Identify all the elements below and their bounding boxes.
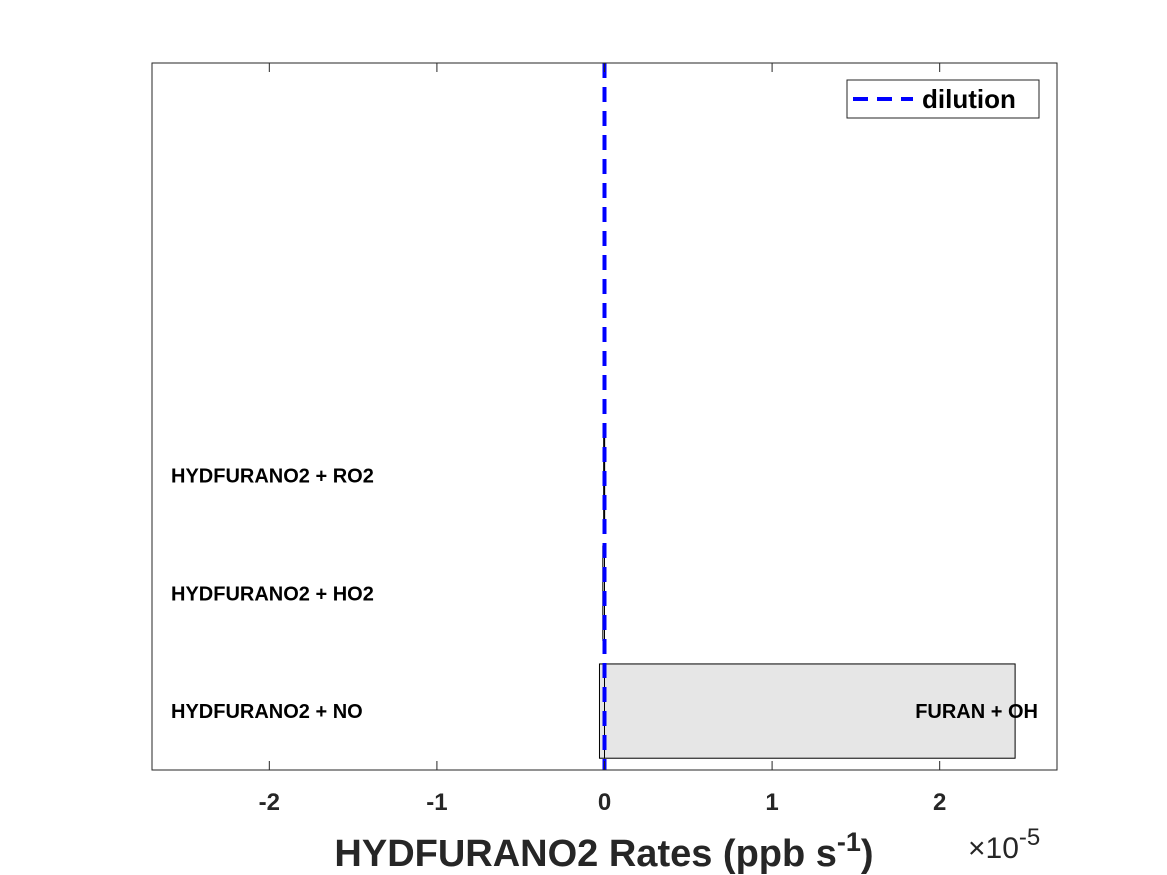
x-axis-title-main: HYDFURANO2 Rates (ppb s	[334, 833, 837, 875]
legend-label-dilution: dilution	[922, 84, 1016, 114]
x-scale-exponent: -5	[1019, 824, 1040, 851]
bar-label-4: HYDFURANO2 + RO2	[171, 465, 374, 487]
bars-layer	[598, 427, 1016, 759]
x-tick-label-0: -2	[259, 789, 280, 816]
bar-labels-layer: FURAN + OH HYDFURANO2 + NO HYDFURANO2 + HO…	[171, 465, 1038, 723]
x-tick-label-2: 0	[598, 789, 611, 816]
x-tick-label-3: 1	[765, 789, 778, 816]
x-axis: -2 -1 0 1 2	[259, 63, 946, 816]
x-scale-factor: ×10-5	[968, 824, 1040, 865]
x-axis-title: HYDFURANO2 Rates (ppb s-1)	[334, 827, 873, 875]
bar-1	[604, 663, 1016, 759]
x-axis-title-suffix: )	[861, 833, 874, 875]
x-scale-times: ×10	[968, 832, 1019, 865]
bar-label-1: FURAN + OH	[915, 701, 1038, 723]
x-tick-label-1: -1	[426, 789, 447, 816]
x-tick-label-4: 2	[933, 789, 946, 816]
x-axis-title-superscript: -1	[837, 827, 861, 857]
bar-label-2: HYDFURANO2 + NO	[171, 701, 363, 723]
bar-label-3: HYDFURANO2 + HO2	[171, 583, 374, 605]
legend: dilution	[846, 79, 1040, 119]
